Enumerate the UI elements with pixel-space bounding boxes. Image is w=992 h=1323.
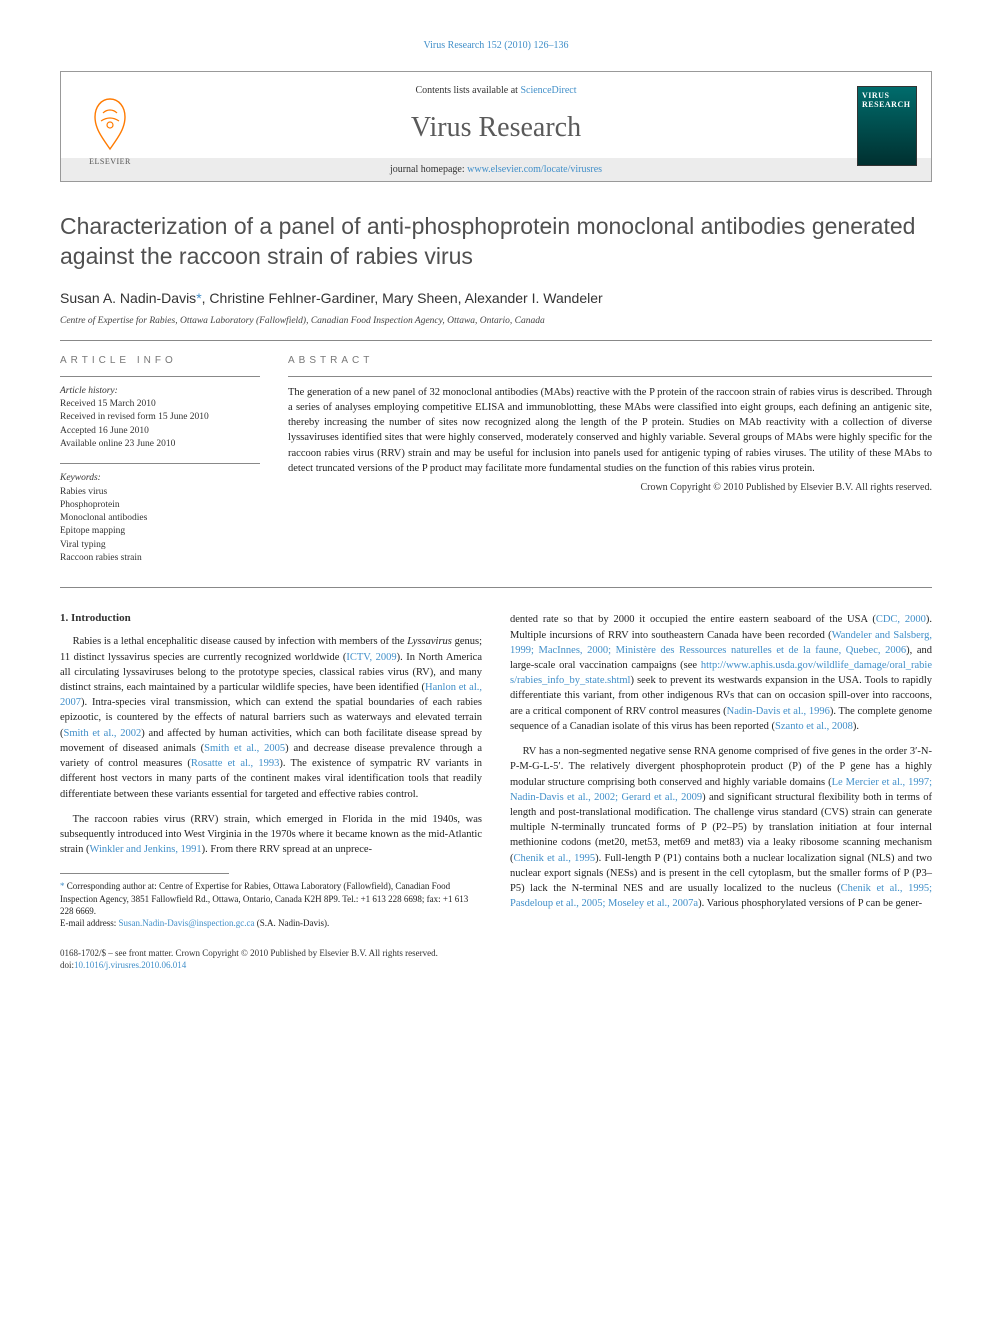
abstract-text: The generation of a new panel of 32 mono… (288, 385, 932, 476)
page-footer: 0168-1702/$ – see front matter. Crown Co… (60, 947, 932, 971)
abstract-copyright: Crown Copyright © 2010 Published by Else… (288, 482, 932, 493)
journal-homepage-link[interactable]: www.elsevier.com/locate/virusres (467, 164, 602, 175)
keyword: Viral typing (60, 539, 260, 552)
rule-abs-1 (288, 376, 932, 377)
corresponding-author-footnote: * Corresponding author at: Centre of Exp… (60, 880, 482, 916)
citation-link[interactable]: Smith et al., 2005 (204, 743, 285, 754)
intro-para-2: The raccoon rabies virus (RRV) strain, w… (60, 812, 482, 858)
history-line: Accepted 16 June 2010 (60, 425, 260, 438)
rule-bottom (60, 587, 932, 588)
keywords-heading: Keywords: (60, 472, 260, 485)
footnote-rule (60, 873, 229, 874)
citation-link[interactable]: Wandeler and Salsberg, 1999; MacInnes, 2… (510, 630, 932, 656)
elsevier-logo: ELSEVIER (75, 86, 145, 166)
citation-link[interactable]: Le Mercier et al., 1997; Nadin-Davis et … (510, 777, 932, 803)
email-paren: (S.A. Nadin-Davis). (255, 918, 330, 928)
citation-link[interactable]: Chenik et al., 1995; Pasdeloup et al., 2… (510, 883, 932, 909)
author-list: Susan A. Nadin-Davis*, Christine Fehlner… (60, 290, 932, 306)
keyword: Monoclonal antibodies (60, 512, 260, 525)
journal-cover-thumbnail: VIRUS RESEARCH (857, 86, 917, 166)
contents-available-line: Contents lists available at ScienceDirec… (415, 85, 576, 96)
affiliation: Centre of Expertise for Rabies, Ottawa L… (60, 316, 932, 326)
keyword: Rabies virus (60, 486, 260, 499)
footer-copyright: 0168-1702/$ – see front matter. Crown Co… (60, 947, 932, 959)
section-heading-introduction: 1. Introduction (60, 612, 482, 624)
citation-link[interactable]: Nadin-Davis et al., 1996 (727, 706, 830, 717)
keyword: Phosphoprotein (60, 499, 260, 512)
author-2: Christine Fehlner-Gardiner (209, 290, 374, 306)
history-heading: Article history: (60, 385, 260, 398)
journal-masthead: ELSEVIER VIRUS RESEARCH Contents lists a… (60, 71, 932, 182)
keyword: Raccoon rabies strain (60, 552, 260, 565)
running-header: Virus Research 152 (2010) 126–136 (60, 40, 932, 51)
doi-link[interactable]: 10.1016/j.virusres.2010.06.014 (74, 960, 186, 970)
history-line: Available online 23 June 2010 (60, 438, 260, 451)
abstract-label: ABSTRACT (288, 355, 932, 366)
sciencedirect-link[interactable]: ScienceDirect (520, 85, 576, 96)
author-3: Mary Sheen (382, 290, 457, 306)
intro-para-4: RV has a non-segmented negative sense RN… (510, 744, 932, 911)
citation-link[interactable]: CDC, 2000 (876, 614, 926, 625)
article-title: Characterization of a panel of anti-phos… (60, 212, 932, 272)
email-label: E-mail address: (60, 918, 118, 928)
corresponding-marker: * (196, 290, 201, 306)
author-4: Alexander I. Wandeler (465, 290, 603, 306)
journal-title: Virus Research (61, 102, 931, 158)
rule-info-2 (60, 463, 260, 464)
intro-para-1: Rabies is a lethal encephalitic disease … (60, 634, 482, 801)
citation-link[interactable]: ICTV, 2009 (346, 652, 396, 663)
citation-link[interactable]: Chenik et al., 1995 (514, 853, 596, 864)
email-link[interactable]: Susan.Nadin-Davis@inspection.gc.ca (118, 918, 254, 928)
doi-label: doi: (60, 960, 74, 970)
email-footnote: E-mail address: Susan.Nadin-Davis@inspec… (60, 917, 482, 929)
citation-link[interactable]: Smith et al., 2002 (64, 728, 142, 739)
rule-info-1 (60, 376, 260, 377)
author-1: Susan A. Nadin-Davis (60, 290, 196, 306)
citation-link[interactable]: Szanto et al., 2008 (775, 721, 853, 732)
external-url-link[interactable]: http://www.aphis.usda.gov/wildlife_damag… (510, 660, 932, 686)
citation-link[interactable]: Rosatte et al., 1993 (191, 758, 279, 769)
contents-prefix: Contents lists available at (415, 85, 520, 96)
keyword: Epitope mapping (60, 525, 260, 538)
intro-para-3: dented rate so that by 2000 it occupied … (510, 612, 932, 734)
article-info-label: ARTICLE INFO (60, 355, 260, 366)
citation-link[interactable]: Hanlon et al., 2007 (60, 682, 482, 708)
history-line: Received 15 March 2010 (60, 398, 260, 411)
cover-line-2: RESEARCH (862, 100, 912, 109)
citation-link[interactable]: Winkler and Jenkins, 1991 (89, 844, 201, 855)
homepage-label: journal homepage: (390, 164, 467, 175)
cover-line-1: VIRUS (862, 91, 912, 100)
history-line: Received in revised form 15 June 2010 (60, 411, 260, 424)
publisher-name: ELSEVIER (89, 157, 131, 166)
